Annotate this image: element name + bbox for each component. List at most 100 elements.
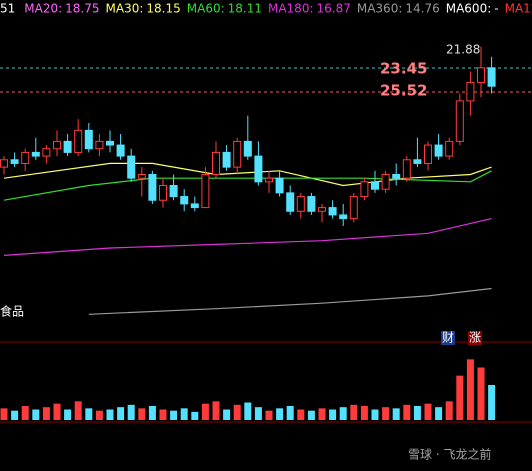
volume-bar [371, 409, 379, 420]
volume-bar [297, 409, 305, 420]
volume-bar [403, 404, 411, 420]
volume-bar [138, 408, 146, 420]
volume-bar [466, 359, 474, 420]
level-label: 25.52 [380, 82, 427, 100]
legend-name: MA180: [268, 2, 314, 16]
candle-body [455, 100, 464, 142]
legend-name: MA60: [187, 2, 225, 16]
legend-value: 14.76 [405, 2, 439, 16]
candle-body [159, 185, 167, 201]
legend-name: MA20: [24, 2, 62, 16]
volume-bar [435, 407, 443, 420]
legend-name: MA360: [357, 2, 403, 16]
volume-bar [148, 406, 156, 420]
candle-body [434, 144, 443, 157]
candle-body [487, 67, 496, 87]
volume-bar [244, 402, 252, 420]
candle-body [477, 67, 485, 84]
candle-body [190, 203, 199, 209]
candle-body [424, 144, 432, 164]
volume-bar [170, 410, 178, 420]
candle-body [318, 207, 326, 212]
volume-bar [95, 410, 103, 420]
sector-label: 食品 [0, 304, 24, 319]
volume-bar [223, 409, 231, 420]
volume-bar [329, 409, 337, 420]
candle-body [137, 173, 146, 179]
legend-value: 18.75 [65, 2, 99, 16]
candle-body [371, 181, 379, 190]
volume-bar [488, 385, 496, 420]
volume-bar [11, 410, 19, 420]
candle-body [127, 155, 136, 179]
volume-bar [21, 406, 29, 420]
volume-bar [445, 401, 453, 420]
legend-name: MA30: [106, 2, 144, 16]
candle-body [243, 140, 252, 157]
volume-bar [106, 409, 114, 420]
legend-value: 16.87 [317, 2, 351, 16]
volume-bar [191, 411, 199, 420]
volume-bar [382, 407, 390, 420]
legend-value: 18.11 [228, 2, 262, 16]
volume-bar [42, 407, 50, 420]
candle-body [307, 196, 316, 212]
badge[interactable] [441, 331, 455, 345]
badge-text[interactable]: 财 [442, 331, 454, 345]
candle-body [84, 129, 93, 150]
volume-bar [318, 408, 326, 420]
candle-body [328, 207, 337, 216]
volume-bar [212, 401, 220, 420]
candle-body [349, 196, 358, 220]
legend-value: 18.15 [146, 2, 180, 16]
badge[interactable] [468, 331, 482, 345]
volume-bar [413, 406, 421, 420]
ma-line [88, 287, 492, 315]
candle-body [148, 173, 157, 201]
legend-name: MA1200: [505, 2, 532, 16]
volume-bar [85, 408, 93, 420]
candle-body [360, 181, 369, 198]
candle-body [53, 140, 61, 150]
volume-bar [254, 407, 262, 420]
volume-bar [339, 407, 347, 420]
legend-name: MA600: [446, 2, 492, 16]
candle-body [201, 173, 210, 209]
candle-body [10, 159, 19, 164]
volume-bar [477, 367, 485, 420]
volume-bar [233, 404, 241, 420]
candle-body [413, 159, 422, 164]
candle-body [381, 173, 390, 190]
high-label: 21.88 [446, 43, 480, 57]
legend-name: 51 [0, 2, 15, 16]
candle-body [95, 140, 104, 150]
candle-body [0, 159, 8, 168]
volume-bar [32, 409, 40, 420]
candle-body [74, 129, 83, 153]
volume-bar [286, 406, 294, 420]
candle-body [63, 140, 72, 153]
volume-bar [392, 408, 400, 420]
candle-body [212, 151, 220, 175]
volume-bar [117, 407, 125, 420]
candle-body [31, 151, 40, 157]
volume-bar [276, 408, 284, 420]
candle-body [466, 82, 475, 102]
badge-text[interactable]: 涨 [469, 330, 481, 345]
volume-bar [64, 409, 72, 420]
volume-bar [74, 401, 82, 420]
candle-body [275, 177, 284, 194]
ma-line [3, 162, 492, 187]
volume-bar [307, 410, 315, 420]
candle-body [21, 151, 30, 164]
volume-bar [456, 375, 464, 420]
volume-bar [265, 410, 273, 420]
candle-body [445, 140, 454, 157]
watermark: 雪球 · 飞龙之前 [408, 447, 491, 462]
candle-body [116, 144, 125, 157]
candle-body [222, 151, 231, 168]
volume-bar [53, 403, 61, 420]
